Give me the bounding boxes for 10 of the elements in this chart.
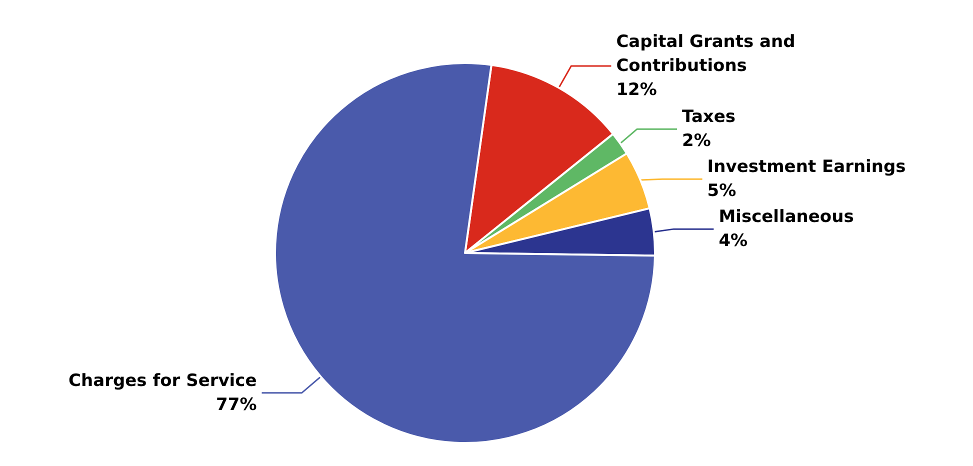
slice-label: Investment Earnings (707, 157, 906, 178)
data-label: 77% (216, 394, 257, 415)
slice-label: Capital Grants and Contributions (616, 32, 802, 76)
data-label: 2% (682, 131, 711, 152)
data-label: 5% (707, 181, 736, 202)
data-label: 12% (616, 80, 657, 100)
slice-label: Charges for Service (68, 370, 257, 391)
slice-label: Miscellaneous (718, 207, 854, 228)
slice-label: Taxes (682, 107, 736, 128)
data-label: 4% (718, 231, 748, 252)
